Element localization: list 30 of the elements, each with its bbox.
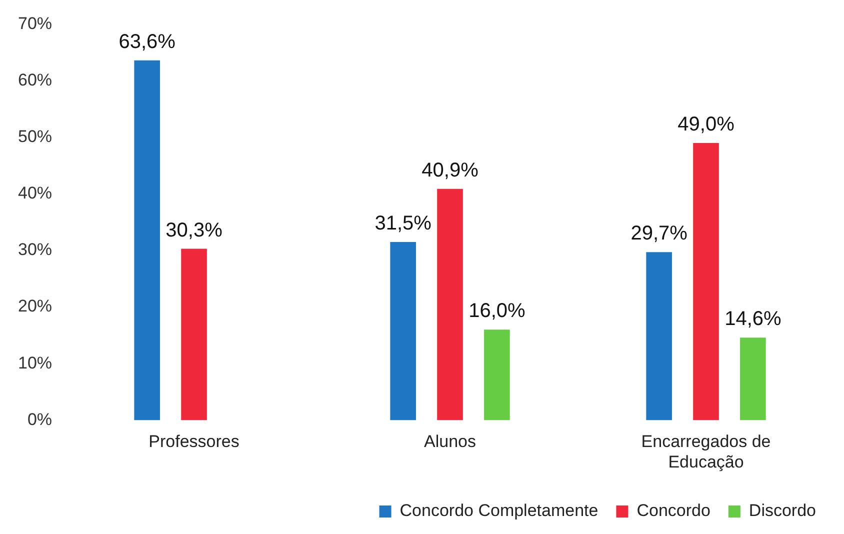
- y-tick-label: 10%: [18, 353, 52, 372]
- y-tick-label: 60%: [18, 70, 52, 90]
- y-tick-label: 70%: [18, 14, 52, 33]
- bar: [390, 242, 416, 420]
- bar: [437, 188, 463, 420]
- y-tick-label: 20%: [18, 296, 52, 316]
- y-tick-label: 30%: [18, 240, 52, 260]
- y-tick-label: 0%: [27, 410, 52, 429]
- legend-label: Discordo: [748, 501, 816, 520]
- data-label: 14,6%: [724, 308, 782, 330]
- y-tick-label: 40%: [18, 184, 52, 203]
- data-label: 31,5%: [374, 212, 432, 235]
- x-tick-label: Encarregados de Educação: [641, 432, 771, 472]
- data-label: 16,0%: [468, 300, 526, 322]
- data-label: 63,6%: [118, 30, 176, 53]
- bar: [484, 330, 510, 420]
- y-tick-label: 50%: [18, 127, 52, 146]
- x-tick-label: Professores: [148, 432, 240, 452]
- data-label: 29,7%: [630, 222, 688, 245]
- legend-label: Concordo: [636, 501, 710, 520]
- bar: [740, 338, 766, 420]
- x-tick-label: Alunos: [424, 432, 476, 452]
- data-label: 40,9%: [422, 159, 479, 182]
- bar: [181, 248, 207, 420]
- legend-label: Concordo Completamente: [400, 501, 598, 520]
- bar: [693, 143, 719, 420]
- data-label: 49,0%: [678, 114, 735, 136]
- bar: [646, 252, 672, 420]
- data-label: 30,3%: [166, 219, 223, 242]
- bar: [134, 60, 160, 420]
